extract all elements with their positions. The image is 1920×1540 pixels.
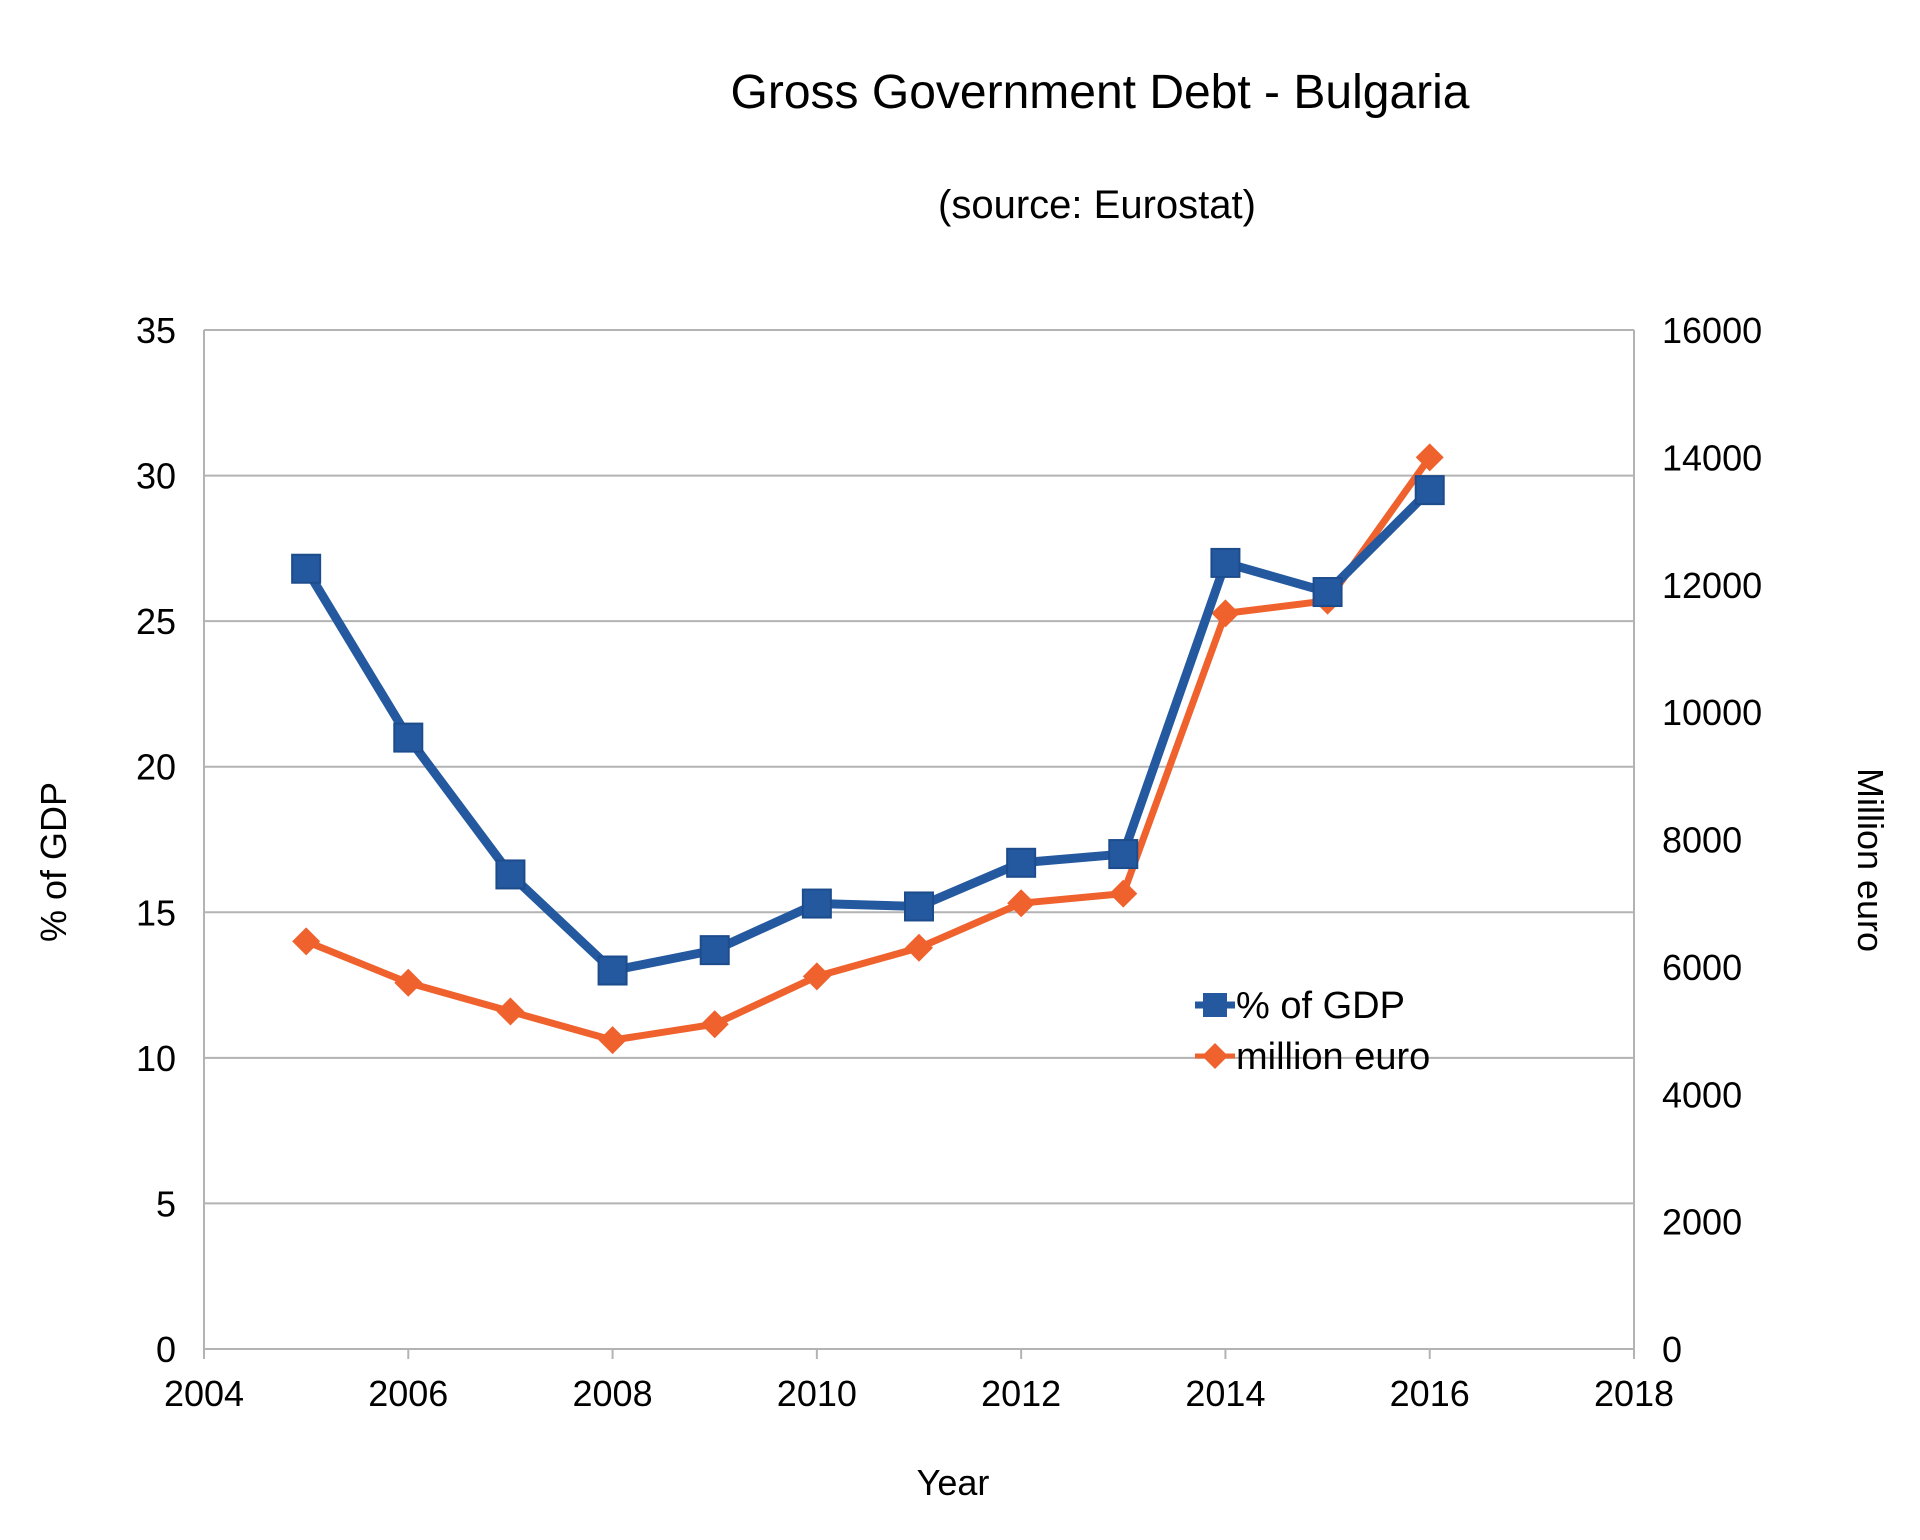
y-left-tick-label: 25 — [136, 601, 176, 642]
data-point-million-euro — [1007, 889, 1036, 918]
y-right-axis-label: Million euro — [1850, 768, 1891, 952]
y-left-tick-label: 35 — [136, 310, 176, 351]
data-point-gdp — [904, 891, 934, 922]
y-right-tick-label: 2000 — [1662, 1202, 1742, 1243]
legend-item-gdp: % of GDP — [1195, 985, 1405, 1027]
data-point-million-euro — [598, 1026, 627, 1055]
y-right-tick-label: 14000 — [1662, 437, 1762, 478]
x-tick-label: 2014 — [1185, 1373, 1265, 1414]
series-line-gdp — [302, 486, 1433, 976]
data-point-million-euro — [1415, 443, 1444, 472]
series-layer — [291, 443, 1445, 1055]
data-point-million-euro — [1211, 599, 1240, 628]
data-point-gdp — [1210, 547, 1241, 578]
y-left-tick-label: 5 — [156, 1183, 176, 1224]
chart-subtitle: (source: Eurostat) — [938, 183, 1256, 227]
y-left-tick-label: 20 — [136, 747, 176, 788]
x-axis-label: Year — [917, 1462, 990, 1503]
x-tick-label: 2016 — [1390, 1373, 1470, 1414]
y-left-tick-label: 30 — [136, 456, 176, 497]
y-right-tick-label: 0 — [1662, 1329, 1682, 1370]
legend-label-gdp: % of GDP — [1236, 985, 1405, 1027]
chart-title: Gross Government Debt - Bulgaria — [731, 66, 1470, 119]
data-point-million-euro — [394, 968, 423, 997]
data-point-gdp — [1006, 847, 1037, 878]
x-tick-label: 2012 — [981, 1373, 1061, 1414]
data-point-gdp — [291, 553, 322, 584]
data-point-million-euro — [1109, 879, 1138, 908]
tick-labels: 2004 2006 2008 2010 2012 2014 2016 201805101520… — [136, 310, 1762, 1414]
legend-marker-square — [1203, 993, 1227, 1017]
data-point-million-euro — [905, 933, 933, 962]
data-point-million-euro — [292, 927, 321, 956]
axes — [203, 330, 1635, 1359]
legend: % of GDP million euro — [1195, 985, 1430, 1078]
data-point-gdp — [1108, 839, 1139, 870]
data-point-gdp — [801, 888, 832, 919]
y-left-tick-label: 10 — [136, 1038, 176, 1079]
data-point-gdp — [699, 935, 730, 966]
series-line-million-euro — [304, 455, 1433, 1044]
legend-label-million-euro: million euro — [1236, 1036, 1430, 1078]
x-tick-label: 2010 — [777, 1373, 857, 1414]
y-right-tick-label: 6000 — [1662, 947, 1742, 988]
data-point-gdp — [597, 955, 628, 986]
x-tick-label: 2004 — [164, 1373, 244, 1414]
legend-marker-diamond — [1202, 1043, 1228, 1069]
data-point-million-euro — [802, 962, 831, 991]
data-point-million-euro — [496, 997, 525, 1026]
data-point-gdp — [1312, 577, 1343, 608]
y-right-tick-label: 4000 — [1662, 1074, 1742, 1115]
data-point-gdp — [393, 722, 424, 753]
y-right-tick-label: 8000 — [1662, 820, 1742, 861]
data-point-gdp — [495, 859, 526, 890]
x-tick-label: 2018 — [1594, 1373, 1674, 1414]
y-left-tick-label: 15 — [136, 892, 176, 933]
y-left-axis-label: % of GDP — [33, 782, 74, 942]
y-left-tick-label: 0 — [156, 1329, 176, 1370]
y-right-tick-label: 16000 — [1662, 310, 1762, 351]
data-point-gdp — [1414, 475, 1445, 506]
x-tick-label: 2008 — [573, 1373, 653, 1414]
y-right-tick-label: 12000 — [1662, 565, 1762, 606]
legend-item-million-euro: million euro — [1195, 1036, 1430, 1078]
y-right-tick-label: 10000 — [1662, 692, 1762, 733]
x-tick-label: 2006 — [368, 1373, 448, 1414]
data-point-million-euro — [700, 1010, 729, 1039]
